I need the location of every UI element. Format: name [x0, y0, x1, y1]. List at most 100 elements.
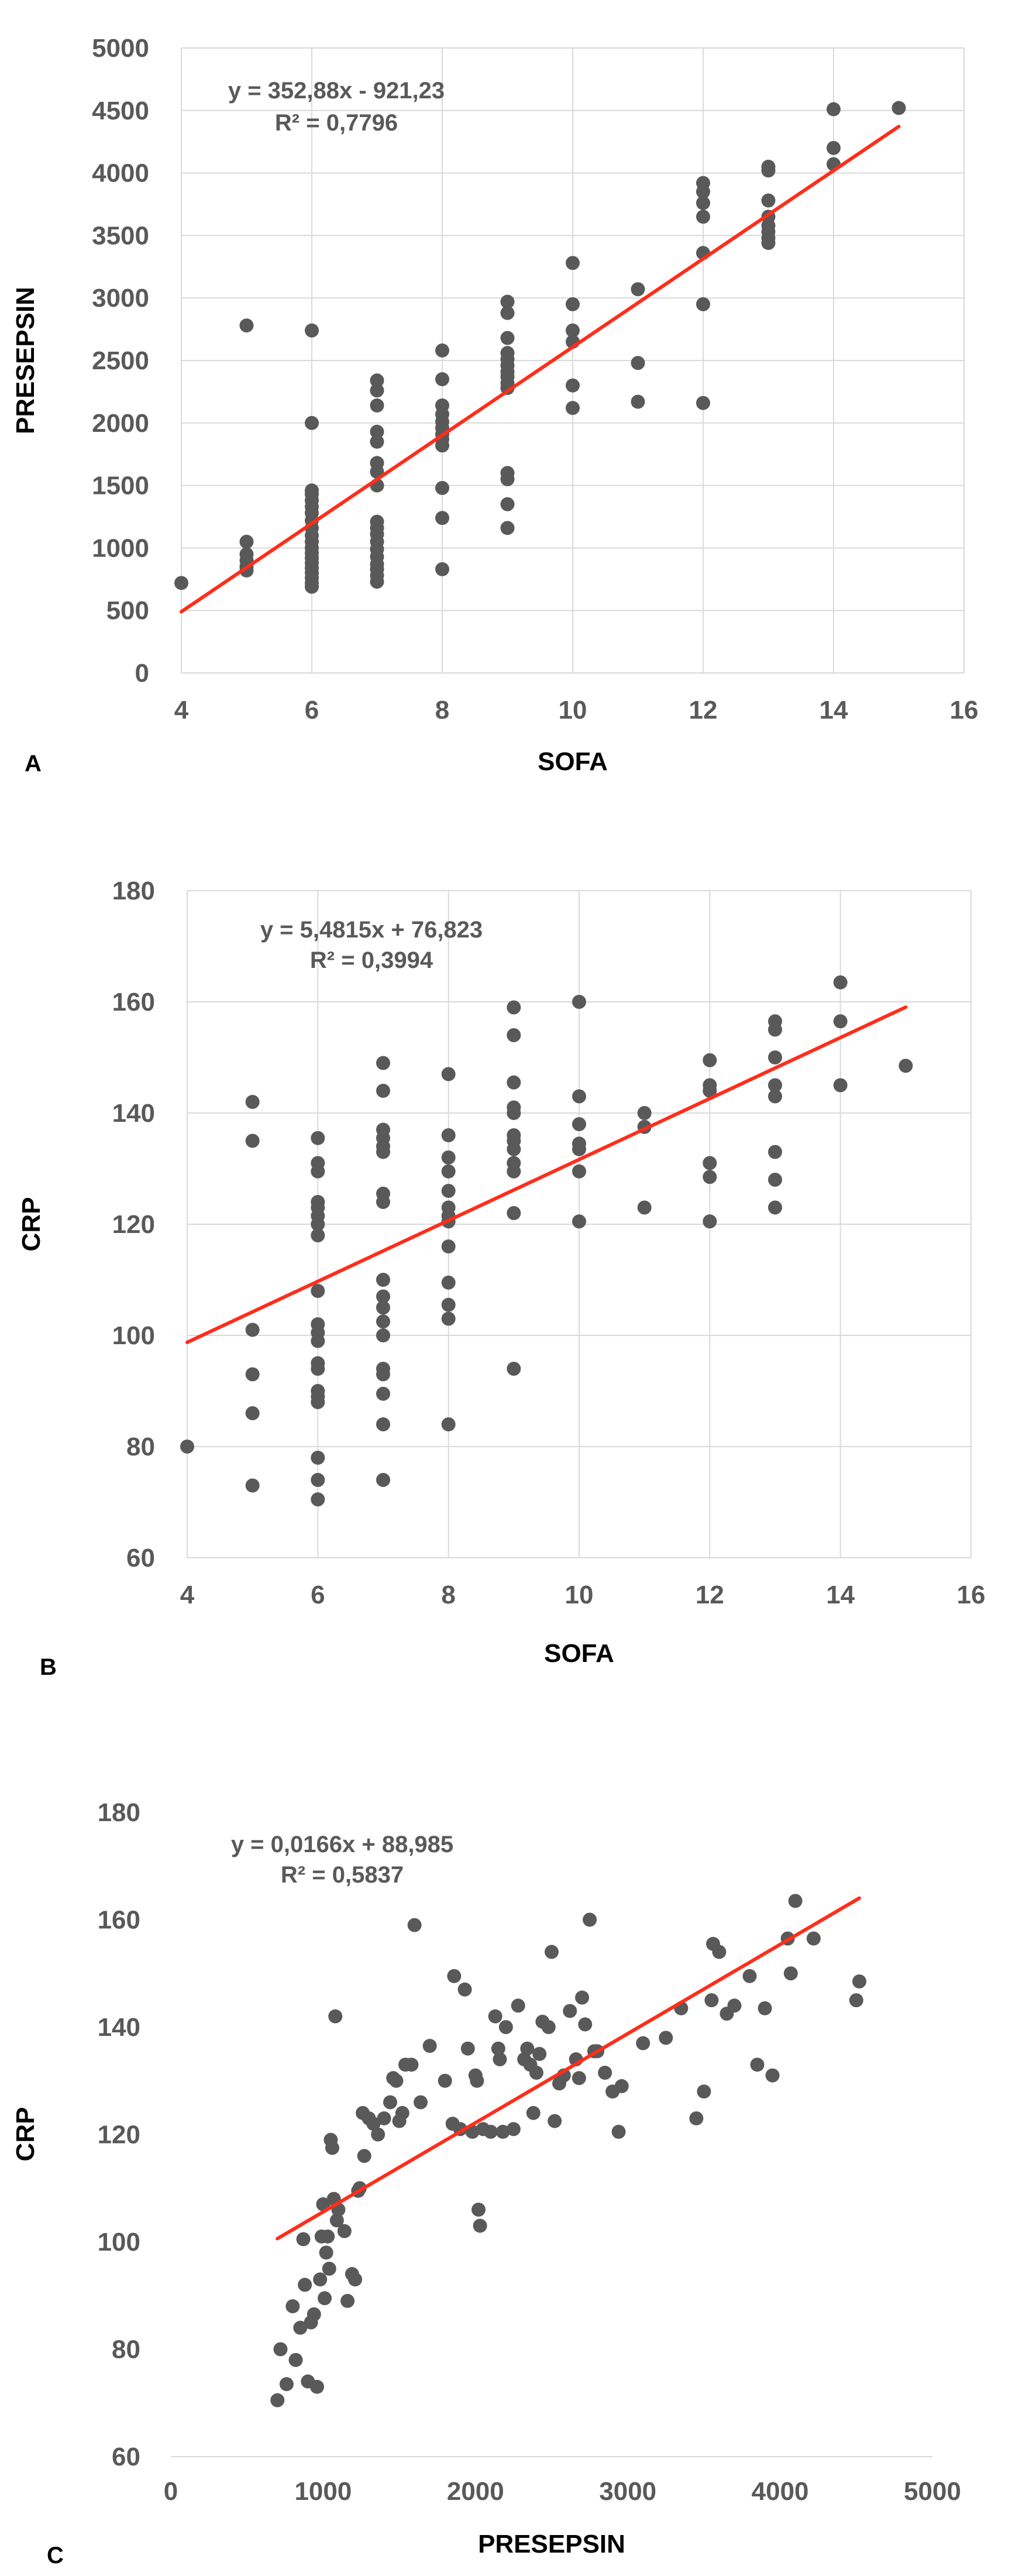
data-point [307, 2307, 321, 2321]
trendline-equation: y = 5,4815x + 76,823 [260, 917, 483, 943]
data-point [471, 2202, 486, 2217]
x-tick-label: 4 [180, 1581, 195, 1609]
data-point [659, 2031, 673, 2045]
data-point [311, 1164, 325, 1179]
y-tick-label: 120 [112, 1210, 155, 1239]
data-point [245, 1367, 260, 1382]
r-squared-label: R² = 0,7796 [275, 110, 398, 136]
data-point [473, 2218, 487, 2233]
chart-panel-c: 60 80 100 120 140 160 180 0 1000 2000 3000 4000 5000… [11, 1798, 961, 2568]
data-point [637, 1106, 652, 1120]
data-point [376, 1300, 390, 1315]
data-point [296, 2232, 311, 2247]
data-point [696, 195, 710, 210]
r-squared-label: R² = 0,3994 [310, 947, 433, 973]
x-tick-label: 12 [689, 696, 718, 724]
data-point [270, 2393, 285, 2407]
data-point [245, 1323, 260, 1337]
data-point [507, 1164, 521, 1179]
data-point [389, 2073, 404, 2088]
x-tick-label: 2000 [447, 2477, 504, 2506]
data-point [376, 1195, 390, 1209]
data-point [318, 2291, 332, 2306]
data-point [899, 1059, 913, 1073]
data-point [572, 1214, 586, 1229]
x-tick-label: 0 [164, 2477, 178, 2506]
data-point [376, 1473, 390, 1487]
data-point [329, 2213, 344, 2228]
data-point [441, 1239, 456, 1253]
data-point [305, 579, 319, 594]
y-tick-label: 1500 [92, 472, 149, 500]
data-point [377, 2111, 391, 2125]
data-point [696, 297, 710, 311]
data-point [447, 1969, 462, 1983]
data-point [305, 323, 319, 338]
x-tick-label: 1000 [294, 2477, 352, 2506]
x-tick-label: 10 [559, 696, 587, 724]
data-point [583, 1912, 597, 1927]
data-point [696, 209, 710, 224]
data-point [305, 415, 319, 430]
data-point [689, 2111, 704, 2125]
trendline-equation: y = 352,88x - 921,23 [228, 78, 445, 104]
data-point [703, 1156, 717, 1170]
data-point [488, 2009, 502, 2024]
x-tick-label: 3000 [599, 2477, 656, 2506]
data-point [768, 1022, 782, 1037]
data-point [441, 1275, 456, 1290]
data-point [572, 2071, 586, 2086]
data-point [572, 1164, 586, 1179]
y-tick-label: 60 [112, 2443, 140, 2471]
panel-label: C [47, 2543, 64, 2568]
data-point [376, 1145, 390, 1159]
x-axis-title: SOFA [544, 1639, 614, 1668]
data-point [500, 472, 515, 486]
data-point [340, 2293, 355, 2308]
data-point [321, 2229, 335, 2244]
data-point [572, 1142, 586, 1156]
data-point [575, 1990, 590, 2005]
data-point [376, 1314, 390, 1329]
data-point [598, 2065, 612, 2080]
data-point [407, 1918, 422, 1932]
data-point [311, 1451, 325, 1465]
data-point [309, 2379, 324, 2394]
data-point [366, 2117, 381, 2131]
data-point [631, 282, 645, 297]
data-point [370, 398, 384, 413]
data-point [768, 1050, 782, 1064]
data-point [279, 2377, 294, 2392]
data-point [422, 2039, 437, 2053]
data-point [636, 2036, 650, 2051]
data-point [370, 424, 384, 439]
data-point [572, 995, 586, 1009]
y-tick-label: 160 [98, 1906, 140, 1935]
y-tick-label: 3000 [92, 284, 149, 312]
data-point [500, 294, 515, 309]
x-tick-label: 16 [957, 1581, 986, 1609]
data-point [441, 1417, 456, 1431]
panel-label: A [25, 751, 42, 777]
data-point [311, 1284, 325, 1298]
data-point [545, 1945, 559, 1959]
data-point [376, 1386, 390, 1401]
data-point [566, 401, 580, 415]
data-point [566, 378, 580, 393]
data-point [441, 1164, 456, 1179]
data-point [572, 1117, 586, 1131]
data-point [611, 2124, 626, 2139]
data-point [507, 1000, 521, 1015]
data-point [788, 1894, 803, 1908]
data-point [319, 2245, 333, 2260]
data-point [697, 2084, 711, 2099]
chart-panel-a: 0 500 1000 1500 2000 2500 3000 3500 4000 4500 5000… [11, 34, 978, 777]
data-point [460, 2041, 475, 2056]
y-tick-label: 3500 [92, 221, 149, 250]
data-point [827, 140, 841, 155]
trendline-equation: y = 0,0166x + 88,985 [231, 1832, 453, 1857]
y-tick-label: 4500 [92, 97, 149, 125]
x-axis-title: SOFA [538, 747, 608, 776]
data-point [696, 184, 710, 199]
